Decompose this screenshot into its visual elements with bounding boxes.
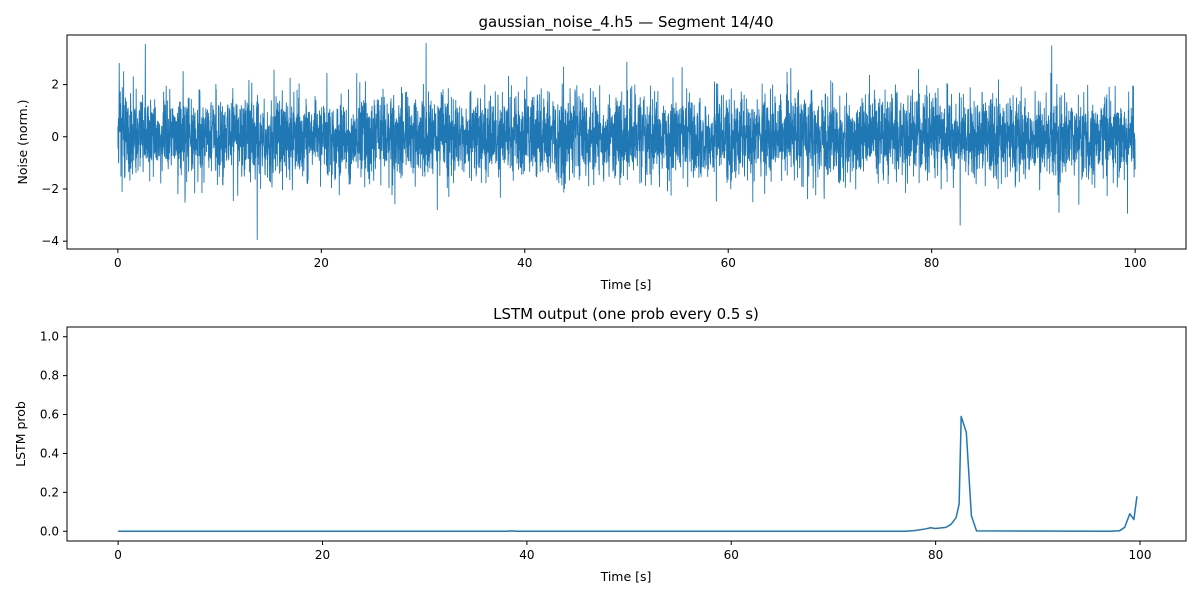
noise-x-tick-label: 20 xyxy=(314,256,329,270)
noise-chart: gaussian_noise_4.h5 — Segment 14/40 0 20 4… xyxy=(15,13,1187,292)
noise-y-tick-label: −2 xyxy=(41,182,59,196)
lstm-y-tick-label: 0.8 xyxy=(40,369,59,383)
lstm-y-tick-label: 0.4 xyxy=(40,446,59,460)
lstm-series-line xyxy=(118,415,1138,533)
lstm-y-tick-label: 0.6 xyxy=(40,408,59,422)
lstm-y-ticks: 0.0 0.2 0.4 0.6 0.8 1.0 xyxy=(40,330,67,538)
lstm-x-tick-label: 60 xyxy=(724,548,739,562)
noise-x-tick-label: 100 xyxy=(1124,256,1147,270)
noise-y-tick-label: −4 xyxy=(41,234,59,248)
noise-x-tick-label: 60 xyxy=(721,256,736,270)
noise-y-tick-label: 2 xyxy=(51,78,59,92)
noise-chart-title: gaussian_noise_4.h5 — Segment 14/40 xyxy=(478,13,773,32)
lstm-chart: LSTM output (one prob every 0.5 s) 0 20 40… xyxy=(13,305,1187,584)
lstm-x-tick-label: 100 xyxy=(1129,548,1152,562)
noise-x-label: Time [s] xyxy=(600,277,652,292)
noise-axes-frame xyxy=(66,34,1187,250)
lstm-plot-area xyxy=(118,415,1138,533)
lstm-x-tick-label: 40 xyxy=(519,548,534,562)
lstm-x-tick-label: 80 xyxy=(928,548,943,562)
noise-x-tick-label: 0 xyxy=(114,256,122,270)
noise-y-label: Noise (norm.) xyxy=(15,99,30,184)
lstm-x-ticks: 0 20 40 60 80 100 xyxy=(114,541,1151,562)
lstm-x-tick-label: 20 xyxy=(315,548,330,562)
noise-plot-area xyxy=(117,42,1136,240)
noise-series-line xyxy=(117,42,1136,240)
noise-x-ticks: 0 20 40 60 80 100 xyxy=(114,249,1147,270)
lstm-y-tick-label: 1.0 xyxy=(40,330,59,344)
lstm-y-tick-label: 0.0 xyxy=(40,524,59,538)
lstm-x-label: Time [s] xyxy=(600,569,652,584)
lstm-y-tick-label: 0.2 xyxy=(40,485,59,499)
lstm-axes-frame xyxy=(66,326,1187,542)
noise-y-ticks: −4 −2 0 2 xyxy=(41,78,67,248)
noise-y-tick-label: 0 xyxy=(51,130,59,144)
lstm-chart-title: LSTM output (one prob every 0.5 s) xyxy=(493,305,759,323)
noise-x-tick-label: 80 xyxy=(924,256,939,270)
noise-x-tick-label: 40 xyxy=(517,256,532,270)
lstm-x-tick-label: 0 xyxy=(114,548,122,562)
lstm-y-label: LSTM prob xyxy=(13,401,28,467)
